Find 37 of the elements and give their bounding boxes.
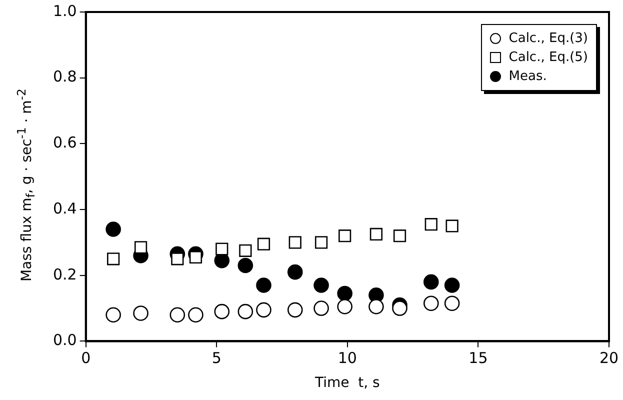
- point: [446, 220, 458, 232]
- legend-label: Calc., Eq.(5): [508, 50, 588, 65]
- x-tick-label: 15: [468, 349, 488, 368]
- point: [189, 250, 202, 264]
- legend-label: Calc., Eq.(3): [508, 31, 588, 46]
- point: [287, 264, 303, 280]
- point: [337, 286, 352, 302]
- y-tick-label: 1.0: [52, 2, 77, 20]
- y-tick-label: 0.0: [52, 331, 77, 350]
- point: [424, 218, 438, 231]
- point: [393, 230, 406, 242]
- y-tick-label: 0.2: [52, 265, 77, 284]
- point: [314, 278, 329, 293]
- point: [314, 236, 328, 249]
- point: [392, 300, 408, 316]
- point: [106, 222, 121, 237]
- y-tick-label: 0.6: [52, 134, 77, 152]
- point: [444, 278, 460, 293]
- point: [338, 230, 352, 242]
- point: [288, 236, 302, 249]
- point: [370, 228, 383, 241]
- x-tick-label: 20: [599, 349, 619, 368]
- x-axis-title: Time t, s: [314, 375, 380, 392]
- point: [423, 274, 439, 290]
- y-tick-label: 0.8: [52, 68, 77, 86]
- point: [171, 252, 184, 266]
- y-tick-label: 0.4: [52, 199, 77, 218]
- x-tick-label: 5: [212, 349, 222, 368]
- legend-label: Meas.: [508, 69, 547, 84]
- x-tick-label: 0: [81, 349, 91, 368]
- x-tick-label: 10: [338, 349, 357, 368]
- point: [239, 244, 252, 257]
- point: [256, 278, 272, 293]
- point: [257, 238, 270, 250]
- point: [238, 258, 254, 274]
- point: [107, 252, 120, 266]
- point: [134, 241, 148, 254]
